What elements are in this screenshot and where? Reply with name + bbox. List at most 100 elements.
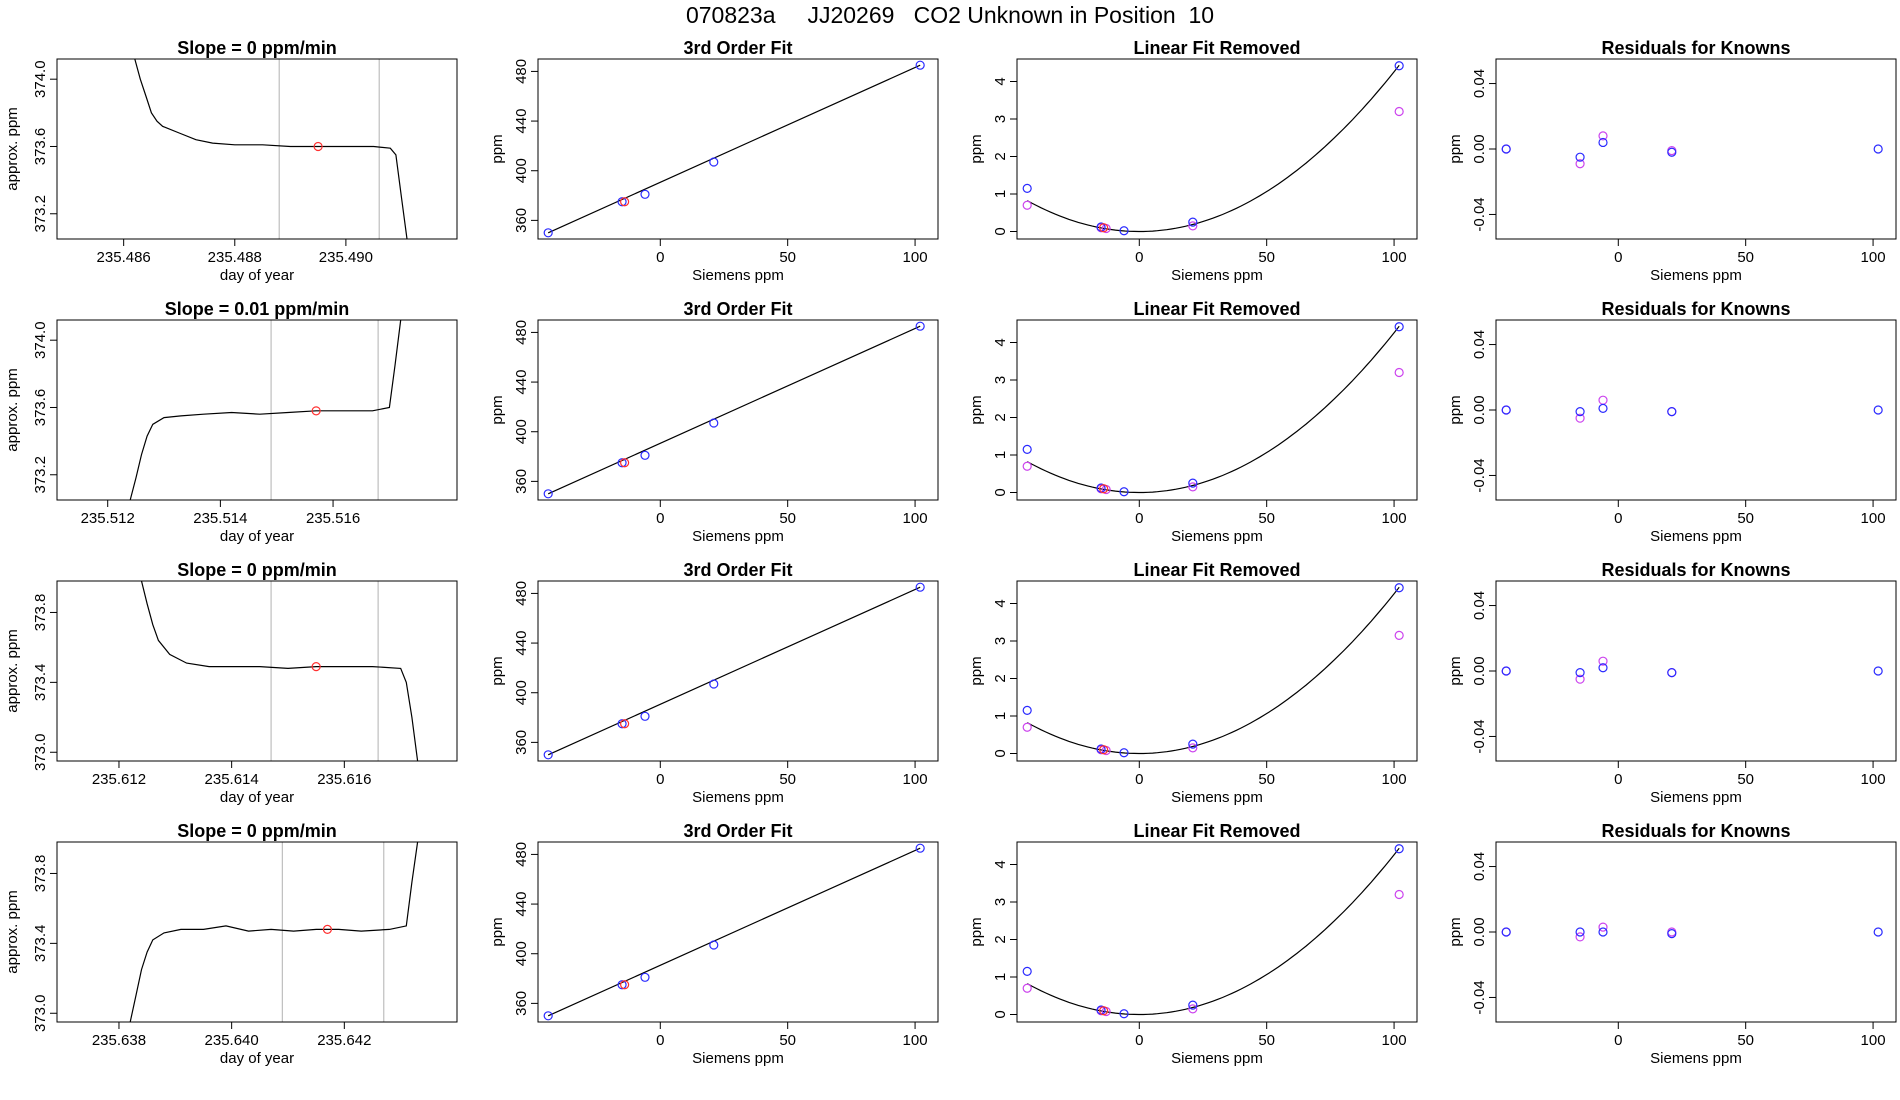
known-point: [915, 60, 925, 70]
unknown-point: [1099, 745, 1109, 755]
y-tick-label: 360: [513, 208, 530, 233]
plot-area: [1022, 61, 1404, 236]
panel-title: Slope = 0 ppm/min: [177, 821, 337, 841]
known-point: [1501, 144, 1511, 154]
x-tick-label: 50: [1258, 249, 1275, 266]
plot-area: [1501, 395, 1883, 423]
x-axis-label: day of year: [220, 267, 294, 284]
unknown-average-point: [313, 141, 323, 152]
x-tick-label: 0: [1135, 249, 1143, 266]
known-point: [1119, 1009, 1129, 1019]
alt-known-point: [1022, 461, 1032, 471]
panel-title: Slope = 0.01 ppm/min: [165, 299, 350, 319]
x-axis-label: day of year: [220, 1050, 294, 1067]
known-point: [1022, 966, 1032, 976]
panel-title: Slope = 0 ppm/min: [177, 38, 337, 58]
y-tick-label: 374.0: [32, 60, 49, 98]
plot-area: [543, 60, 925, 238]
y-tick-label: 1: [992, 451, 1009, 459]
x-tick-label: 50: [779, 249, 796, 266]
alt-known-point: [1598, 131, 1608, 141]
panel-title: Residuals for Knowns: [1601, 560, 1790, 580]
known-point: [617, 719, 627, 729]
known-point: [1119, 487, 1129, 497]
x-axis-label: Siemens ppm: [1171, 528, 1263, 545]
plot-area: [1501, 922, 1883, 942]
alt-known-point: [1188, 743, 1198, 753]
y-axis-label: approx. ppm: [4, 368, 21, 451]
y-tick-label: 3: [992, 637, 1009, 645]
y-tick-label: -0.04: [1471, 197, 1488, 231]
y-axis-label: ppm: [489, 917, 506, 946]
plot-area: [1501, 131, 1883, 169]
known-point: [617, 458, 627, 468]
x-tick-label: 50: [1258, 510, 1275, 527]
known-point: [1188, 1000, 1198, 1010]
y-tick-label: 4: [992, 599, 1009, 607]
known-point: [709, 157, 719, 167]
panel-title: Slope = 0 ppm/min: [177, 560, 337, 580]
plot-frame: [1495, 841, 1897, 1023]
alt-known-point: [1022, 722, 1032, 732]
panel-title: 3rd Order Fit: [683, 821, 792, 841]
x-tick-label: 50: [1258, 771, 1275, 788]
y-tick-label: 480: [513, 581, 530, 606]
fit-curve: [1026, 847, 1400, 1016]
known-point: [1575, 927, 1585, 937]
x-axis-label: Siemens ppm: [1171, 267, 1263, 284]
ppm-trace: [129, 320, 402, 500]
known-point: [915, 582, 925, 592]
figure-title: 070823a JJ20269 CO2 Unknown in Position …: [685, 2, 1215, 28]
y-axis-label: ppm: [1447, 656, 1464, 685]
x-tick-label: 235.486: [97, 249, 151, 266]
unknown-point: [1099, 484, 1109, 494]
y-tick-label: 440: [513, 370, 530, 395]
fit-line: [547, 586, 921, 756]
plot-frame: [537, 58, 939, 240]
panel-title: Residuals for Knowns: [1601, 299, 1790, 319]
alt-known-point: [1022, 200, 1032, 210]
x-tick-label: 235.612: [92, 771, 146, 788]
alt-known-point: [1575, 159, 1585, 169]
known-point: [1188, 739, 1198, 749]
x-tick-label: 100: [1382, 1032, 1407, 1049]
x-tick-label: 235.616: [317, 771, 371, 788]
plot-area: [129, 842, 419, 1022]
x-axis-label: Siemens ppm: [1650, 789, 1742, 806]
known-point: [1394, 844, 1404, 854]
y-tick-label: 0.00: [1471, 917, 1488, 946]
x-tick-label: 100: [903, 510, 928, 527]
panel-title: Linear Fit Removed: [1133, 38, 1300, 58]
plot-area: [1022, 583, 1404, 758]
x-axis-label: Siemens ppm: [1650, 1050, 1742, 1067]
plot-frame: [56, 841, 458, 1023]
y-tick-label: 480: [513, 320, 530, 345]
known-point: [640, 450, 650, 460]
y-tick-label: 4: [992, 77, 1009, 85]
known-point: [1598, 137, 1608, 148]
y-axis-label: ppm: [968, 917, 985, 946]
x-tick-label: 100: [1861, 510, 1886, 527]
x-tick-label: 0: [1614, 510, 1622, 527]
known-point: [709, 418, 719, 428]
plot-frame: [56, 319, 458, 501]
unknown-point: [620, 719, 630, 729]
known-point: [1575, 668, 1585, 678]
y-axis-label: ppm: [968, 134, 985, 163]
x-axis-label: Siemens ppm: [1171, 1050, 1263, 1067]
x-tick-label: 235.488: [208, 249, 262, 266]
known-point: [1394, 322, 1404, 332]
panel-title: Linear Fit Removed: [1133, 560, 1300, 580]
known-point: [1022, 183, 1032, 193]
plot-frame: [1016, 841, 1418, 1023]
x-tick-label: 0: [1614, 771, 1622, 788]
x-tick-label: 0: [656, 249, 664, 266]
y-tick-label: 0: [992, 749, 1009, 757]
unknown-point: [620, 197, 630, 207]
panel-2-0: Slope = 0 ppm/min 235.612 235.614 235.616 37…: [4, 560, 458, 806]
known-point: [1022, 444, 1032, 454]
y-tick-label: 373.0: [32, 733, 49, 771]
known-point: [1873, 666, 1883, 676]
x-tick-label: 50: [1737, 771, 1754, 788]
panel-title: 3rd Order Fit: [683, 560, 792, 580]
